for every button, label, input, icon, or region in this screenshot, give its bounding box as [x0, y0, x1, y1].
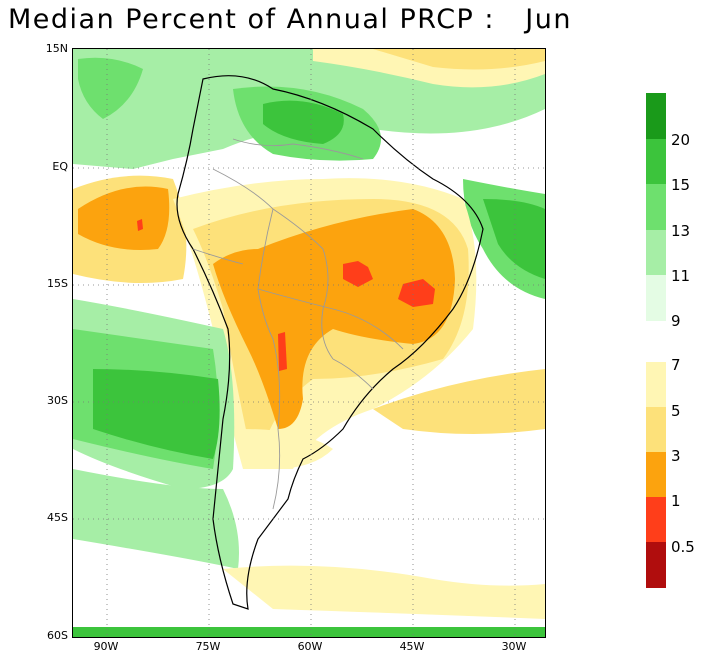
legend-swatch-above-20	[646, 93, 666, 139]
lat-label-15s: 15S	[47, 277, 68, 290]
shade-red-andes	[278, 332, 287, 371]
lon-label-90w: 90W	[93, 640, 119, 653]
map-title: Median Percent of Annual PRCP : Jun	[8, 4, 572, 35]
legend-swatch-1-3	[646, 452, 666, 497]
shade-darkgreen-carib	[78, 57, 143, 119]
shade-dark-chile	[93, 369, 220, 459]
legend-label-0.5: 0.5	[671, 538, 695, 556]
legend-label-1: 1	[671, 492, 681, 510]
legend-swatch-15-20	[646, 139, 666, 184]
legend-label-20: 20	[671, 131, 691, 149]
shade-amazon-north-dark	[263, 100, 344, 144]
lon-label-75w: 75W	[195, 640, 221, 653]
legend-swatch-0.5-1	[646, 497, 666, 542]
legend-swatch-3-5	[646, 407, 666, 452]
lat-label-eq: EQ	[52, 160, 68, 173]
shade-orange-pacific	[78, 186, 170, 250]
legend-label-3: 3	[671, 447, 681, 465]
legend-label-5: 5	[671, 402, 681, 420]
legend-swatch-5-7	[646, 362, 666, 407]
shade-red-pacific	[137, 219, 143, 231]
lat-label-45s: 45S	[47, 511, 68, 524]
shade-red-brazil-1	[343, 261, 373, 287]
country-borders	[192, 138, 404, 510]
shade-atlantic-south	[373, 369, 545, 434]
lat-label-30s: 30S	[47, 394, 68, 407]
precipitation-map	[72, 48, 546, 638]
legend-label-9: 9	[671, 312, 681, 330]
south-america-outline	[176, 75, 484, 610]
legend-swatch-13-15	[646, 184, 666, 230]
shade-darkgreen-atlantic	[483, 199, 545, 279]
shade-south-green	[73, 469, 239, 569]
shade-pampas-yellow	[243, 429, 333, 469]
lon-label-60w: 60W	[297, 640, 323, 653]
legend-label-15: 15	[671, 176, 691, 194]
shade-orange-brazil	[213, 209, 455, 429]
lat-label-15n: 15N	[45, 42, 68, 55]
shade-yellow-north-2	[373, 49, 545, 70]
legend-label-7: 7	[671, 356, 681, 374]
legend-label-13: 13	[671, 222, 691, 240]
lat-label-60s: 60S	[47, 629, 68, 642]
shade-antarctic-green	[73, 627, 545, 637]
legend-swatch-11-13	[646, 230, 666, 275]
lon-label-30w: 30W	[501, 640, 527, 653]
shade-red-brazil-2	[398, 279, 435, 307]
graticule	[73, 49, 545, 637]
shade-south-yellow	[223, 565, 545, 619]
legend-swatch-below-0.5	[646, 542, 666, 588]
legend-swatch-9-11	[646, 275, 666, 321]
lon-label-45w: 45W	[399, 640, 425, 653]
legend-label-11: 11	[671, 267, 691, 285]
